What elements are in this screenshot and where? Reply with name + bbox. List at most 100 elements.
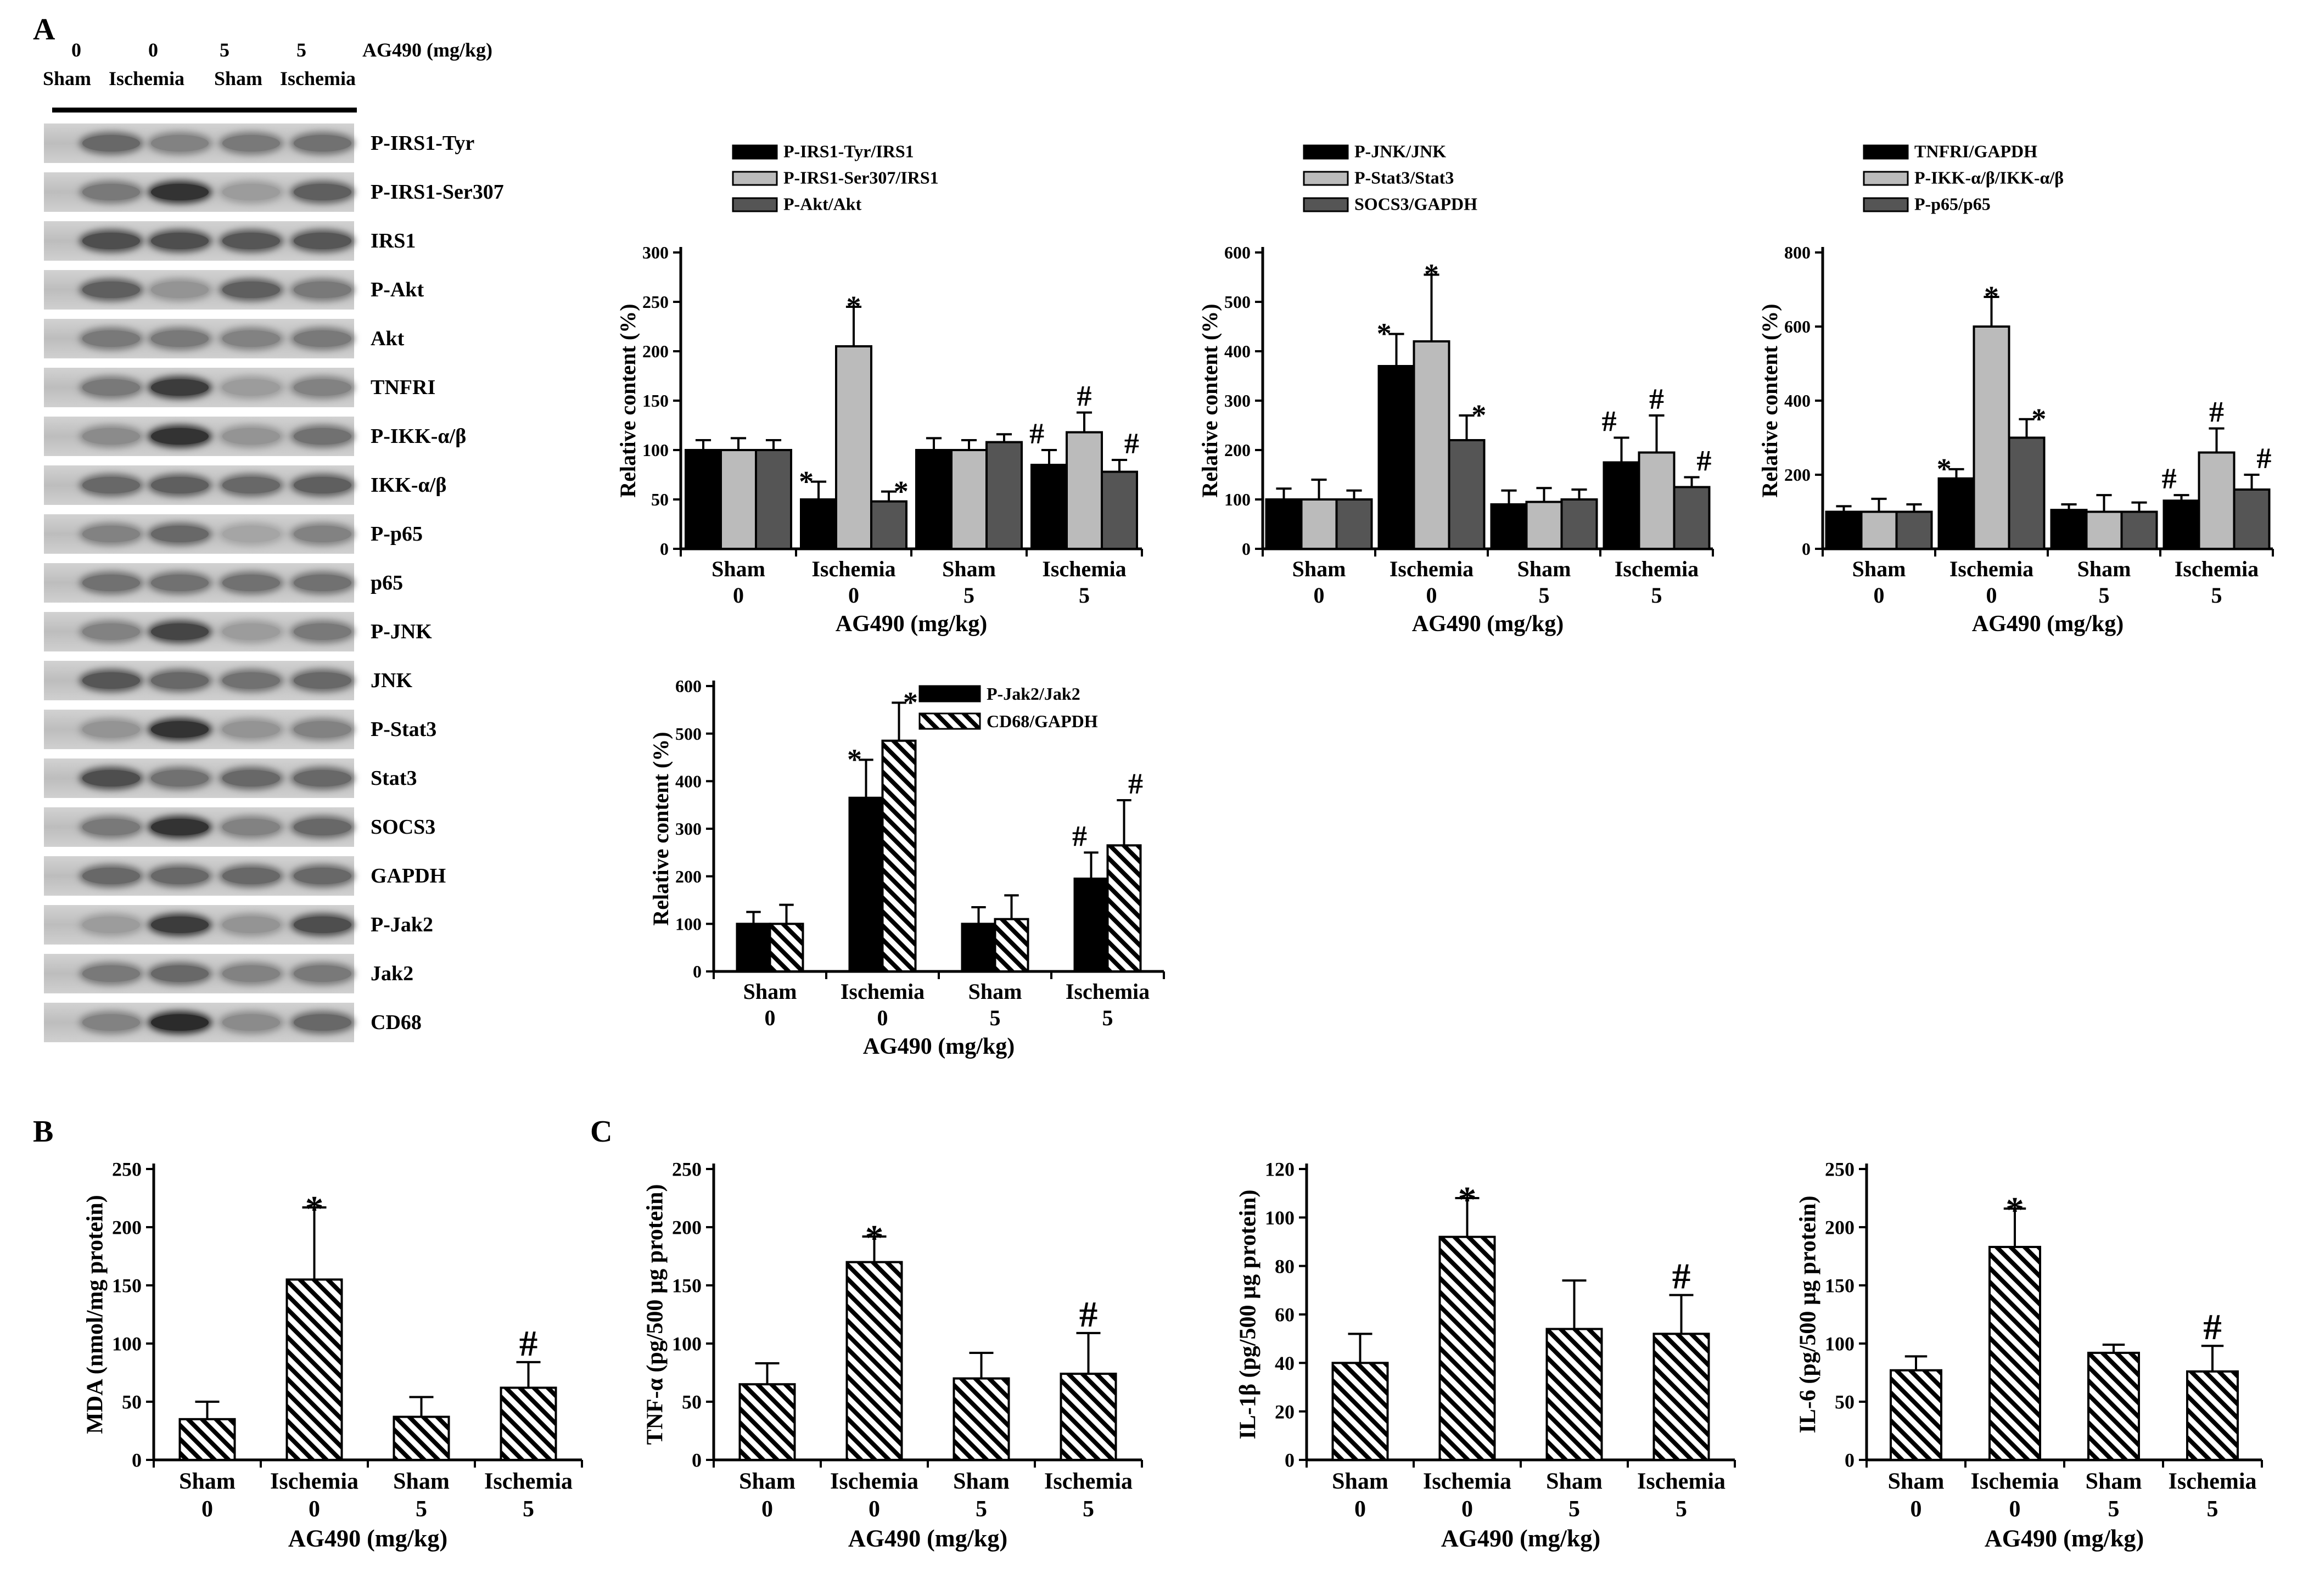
bar (1066, 431, 1103, 550)
significance-hash: # (2203, 1306, 2222, 1347)
blot-strip (44, 368, 354, 407)
significance-star: * (1984, 280, 1999, 313)
y-tick-label: 800 (1784, 243, 1811, 262)
bar (950, 449, 988, 550)
y-tick-label: 50 (651, 490, 669, 509)
y-tick-label: 200 (112, 1217, 142, 1239)
legend-label: P-p65/p65 (1914, 194, 1991, 214)
x-dose-label: 5 (976, 1497, 987, 1522)
x-category-label: Sham (179, 1469, 236, 1494)
bar (2050, 509, 2088, 550)
y-tick-label: 100 (642, 440, 669, 460)
y-tick-label: 0 (660, 539, 669, 559)
y-tick-label: 150 (642, 391, 669, 411)
bar (1335, 498, 1373, 550)
bar (1490, 503, 1528, 550)
x-category-label: Ischemia (1615, 557, 1699, 581)
blot-protein-label: TNFRI (371, 376, 436, 399)
blot-protein-label: Stat3 (371, 767, 417, 790)
y-tick-label: 600 (675, 676, 702, 696)
bar (2198, 451, 2236, 550)
x-axis-label: AG490 (mg/kg) (1985, 1525, 2144, 1552)
significance-star: * (1937, 453, 1952, 486)
blot-dose-4: 5 (296, 39, 306, 61)
blot-band (294, 1014, 351, 1031)
x-dose-label: 5 (1676, 1497, 1687, 1522)
bar (1673, 486, 1711, 550)
blot-protein-label: P-Akt (371, 278, 424, 301)
significance-hash: # (2209, 396, 2224, 429)
blot-band (294, 184, 351, 200)
bar (953, 1377, 1010, 1461)
x-category-label: Sham (1888, 1469, 1945, 1494)
blot-strip (44, 563, 354, 603)
y-tick-label: 200 (672, 1217, 702, 1239)
y-tick-label: 80 (1275, 1255, 1295, 1277)
significance-hash: # (1124, 427, 1139, 460)
blot-band (82, 428, 140, 445)
y-tick-label: 100 (1224, 490, 1251, 509)
x-category-label: Sham (1292, 557, 1346, 581)
blot-band (151, 1014, 209, 1031)
significance-star: * (903, 686, 918, 719)
blot-protein-label: P-IRS1-Tyr (371, 132, 475, 155)
legend-swatch (1863, 197, 1909, 212)
x-dose-label: 5 (2108, 1497, 2120, 1522)
bar (915, 449, 953, 550)
blot-band (151, 184, 209, 200)
x-category-label: Ischemia (1042, 557, 1126, 581)
y-tick-label: 600 (1224, 243, 1251, 262)
blot-protein-label: P-p65 (371, 522, 423, 546)
blot-protein-label: SOCS3 (371, 816, 436, 839)
bar (985, 441, 1023, 550)
y-axis-label: IL-1β (pg/500 µg protein) (1235, 1189, 1260, 1439)
y-tick-label: 50 (1835, 1391, 1855, 1413)
bar (500, 1386, 557, 1461)
x-dose-label: 5 (2099, 583, 2110, 608)
x-dose-label: 0 (309, 1497, 320, 1522)
significance-star: * (1377, 317, 1392, 350)
blot-strip (44, 221, 354, 261)
x-dose-label: 5 (2207, 1497, 2218, 1522)
bar (685, 449, 722, 550)
blot-band (82, 330, 140, 347)
blot-band (222, 819, 280, 835)
bar (870, 500, 907, 550)
x-dose-label: 5 (1539, 583, 1550, 608)
blot-band (82, 770, 140, 786)
y-tick-label: 250 (672, 1159, 702, 1181)
y-tick-label: 120 (1265, 1159, 1295, 1181)
blot-band (294, 575, 351, 591)
blot-band (222, 282, 280, 298)
blot-band (222, 868, 280, 884)
legend-swatch (1863, 144, 1909, 160)
bar (738, 1383, 796, 1462)
x-category-label: Ischemia (811, 557, 895, 581)
x-dose-label: 0 (2009, 1497, 2021, 1522)
x-category-label: Sham (1517, 557, 1571, 581)
bar (800, 498, 837, 550)
blot-group-1: Sham (43, 68, 92, 89)
blot-band (82, 184, 140, 200)
significance-star: * (894, 475, 909, 508)
legend-label: P-Akt/Akt (783, 194, 862, 214)
blot-band (294, 330, 351, 347)
legend-label: P-Stat3/Stat3 (1354, 168, 1454, 188)
y-axis-label: Relative content (%) (648, 732, 673, 925)
blot-protein-label: GAPDH (371, 864, 446, 887)
bar (1265, 498, 1303, 550)
bar (1413, 340, 1450, 550)
bar (1973, 325, 2010, 550)
y-tick-label: 0 (1845, 1449, 1855, 1471)
x-dose-label: 5 (1568, 1497, 1580, 1522)
x-category-label: Sham (743, 979, 797, 1004)
blot-group-3: Sham (214, 68, 263, 89)
y-tick-label: 200 (1224, 440, 1251, 460)
blot-dose-1: 0 (71, 39, 81, 61)
blot-band (294, 721, 351, 738)
significance-hash: # (2162, 462, 2177, 495)
x-dose-label: 0 (1314, 583, 1325, 608)
y-tick-label: 400 (1224, 341, 1251, 361)
y-tick-label: 50 (122, 1391, 142, 1413)
x-axis-label: AG490 (mg/kg) (1972, 611, 2124, 637)
